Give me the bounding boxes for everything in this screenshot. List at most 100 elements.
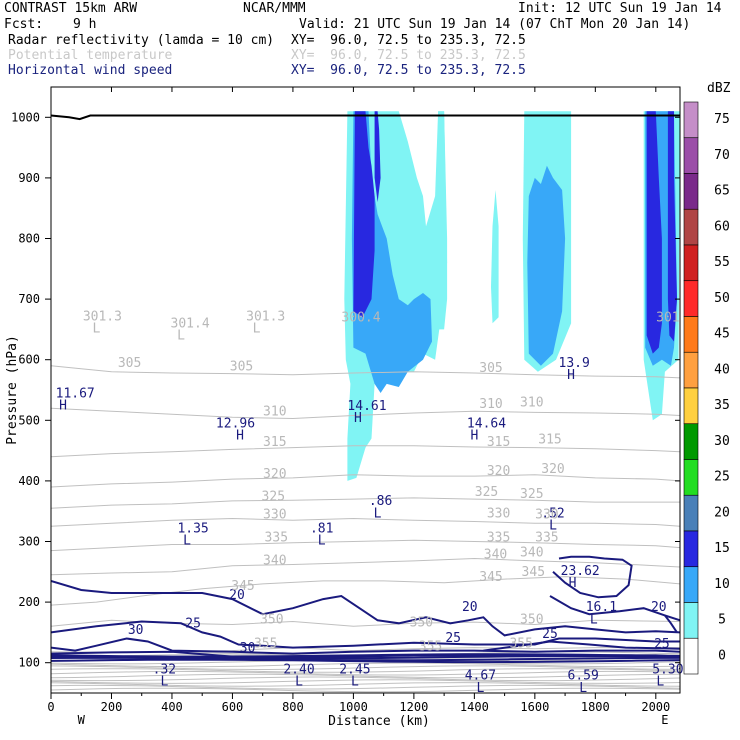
annotation-30: 345 xyxy=(479,570,502,585)
colorbar-label-10: 10 xyxy=(714,577,730,592)
y-tick-label-500: 500 xyxy=(18,413,40,427)
west-label: W xyxy=(78,713,86,727)
reflectivity-cell-5dbz-1 xyxy=(432,111,448,330)
annotation-23: 350 xyxy=(520,612,543,627)
reflectivity-cell-5dbz-2 xyxy=(491,190,499,324)
annotation-11: 5.30 xyxy=(652,663,683,678)
theta-upper-line-6 xyxy=(51,670,680,676)
annotation-69: H xyxy=(59,398,67,413)
theta-upper-line-3 xyxy=(51,679,680,684)
colorbar-label-25: 25 xyxy=(714,470,730,485)
annotation-50: 330 xyxy=(535,508,558,523)
wind-contour-20-4 xyxy=(51,579,680,637)
colorbar-swatch-10 xyxy=(683,566,699,603)
colorbar-swatch-0 xyxy=(683,637,699,675)
annotation-71: H xyxy=(567,368,575,383)
annotation-0: L xyxy=(160,675,168,690)
colorbar-swatch-40 xyxy=(683,351,699,389)
theta-upper-line-2 xyxy=(51,682,680,687)
theta-contour-310-9 xyxy=(51,407,680,420)
x-tick-label-1600: 1600 xyxy=(520,700,549,714)
ground-layer xyxy=(51,114,680,121)
annotation-33: 23.62 xyxy=(561,564,600,579)
annotation-47: L xyxy=(374,506,382,521)
x-tick-label-1400: 1400 xyxy=(460,700,489,714)
annotation-68: 310 xyxy=(520,395,543,410)
annotation-48: .86 xyxy=(369,494,392,509)
wind-contour-20-7 xyxy=(664,614,678,633)
colorbar-label-60: 60 xyxy=(714,219,730,234)
colorbar-label-55: 55 xyxy=(714,255,730,270)
annotation-76: L xyxy=(92,321,100,336)
theta-contour-345-2 xyxy=(51,576,680,606)
y-tick-label-900: 900 xyxy=(18,171,40,185)
colorbar-swatch-55 xyxy=(683,244,699,282)
theta-contour-340-3 xyxy=(51,557,680,576)
annotation-53: 325 xyxy=(520,487,543,502)
annotation-51: 325 xyxy=(262,489,285,504)
colorbar-label-45: 45 xyxy=(714,327,730,342)
annotation-8: L xyxy=(579,681,587,696)
annotation-10: L xyxy=(656,675,664,690)
colorbar-label-20: 20 xyxy=(714,505,730,520)
x-tick-label-0: 0 xyxy=(47,700,54,714)
annotation-25: 16.1 xyxy=(586,600,617,615)
theta-contour-315-8 xyxy=(51,445,680,458)
annotation-44: L xyxy=(549,518,557,533)
reflectivity-cell-15dbz-10 xyxy=(646,111,662,354)
annotation-46: 330 xyxy=(263,508,286,523)
annotation-27: 20 xyxy=(651,600,667,615)
theta-contour-330-5 xyxy=(51,517,680,527)
forecast-hour: 9 h xyxy=(73,17,97,32)
reflectivity-layer xyxy=(344,111,680,481)
annotation-60: H xyxy=(236,429,244,444)
annotation-7: 4.67 xyxy=(465,669,496,684)
annotation-81: 301.3 xyxy=(246,309,285,324)
annotation-22: 350 xyxy=(410,615,433,630)
annotation-13: 30 xyxy=(240,641,256,656)
reflectivity-cell-15dbz-11 xyxy=(667,111,677,342)
y-tick-label-200: 200 xyxy=(18,595,40,609)
y-tick-label-700: 700 xyxy=(18,292,40,306)
theta-upper-line-1 xyxy=(51,684,680,690)
x-tick-label-200: 200 xyxy=(101,700,123,714)
theta-contours xyxy=(51,365,680,693)
annotation-43: 335 xyxy=(535,531,558,546)
annotation-2: L xyxy=(295,675,303,690)
theta-contour-335-4 xyxy=(51,539,680,552)
y-tick-label-300: 300 xyxy=(18,535,40,549)
theta-contour-325-6 xyxy=(51,497,680,509)
theta-contour-320-7 xyxy=(51,474,680,488)
colorbar-swatch-5 xyxy=(683,602,699,639)
x-tick-label-1000: 1000 xyxy=(339,700,368,714)
annotation-14: 355 xyxy=(254,637,277,652)
annotation-72: 13.9 xyxy=(559,356,590,371)
wind-jet-line-0 xyxy=(51,658,680,664)
annotation-39: 335 xyxy=(265,531,288,546)
annotation-66: 310 xyxy=(263,405,286,420)
annotation-45: .52 xyxy=(541,506,564,521)
annotation-31: 345 xyxy=(522,565,545,580)
theta-upper-line-8 xyxy=(51,665,680,671)
annotation-6: L xyxy=(476,681,484,696)
annotation-82: 300.4 xyxy=(341,311,380,326)
annotation-35: 340 xyxy=(484,548,507,563)
annotation-49: 330 xyxy=(487,506,510,521)
annotation-21: 350 xyxy=(260,612,283,627)
annotation-52: 325 xyxy=(475,485,498,500)
annotation-24: L xyxy=(590,612,598,627)
y-axis-title: Pressure (hPa) xyxy=(5,335,20,445)
annotation-28: 20 xyxy=(229,588,245,603)
theta-upper-line-5 xyxy=(51,673,680,679)
y-tick-label-1000: 1000 xyxy=(11,110,40,124)
axes: 0 200 400 600 800 1000 1200 1400 1600 1800 2000 100… xyxy=(11,87,680,727)
colorbar-swatch-50 xyxy=(683,280,699,317)
annotation-83: 301 xyxy=(656,311,679,326)
colorbar-swatch-20 xyxy=(683,494,699,532)
field-name-theta: Potential temperature xyxy=(8,48,173,63)
plot-frame xyxy=(50,86,681,694)
annotation-74: 305 xyxy=(230,360,253,375)
colorbar-label-50: 50 xyxy=(714,291,730,306)
annotation-26: 20 xyxy=(462,600,478,615)
